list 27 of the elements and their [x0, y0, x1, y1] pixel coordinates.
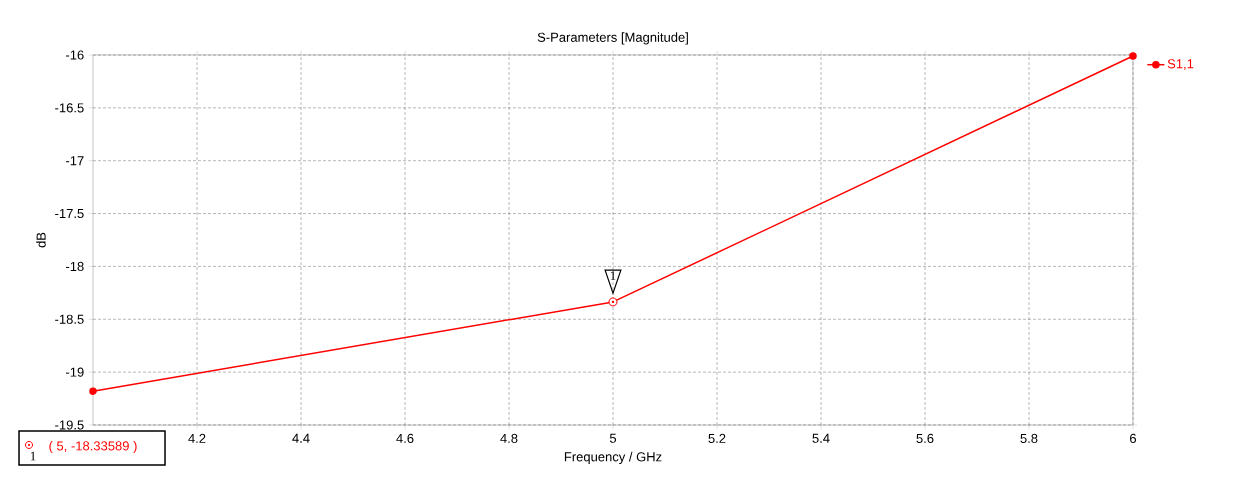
x-tick-label: 5.6 [916, 433, 934, 443]
x-tick-label: 4.6 [396, 433, 414, 443]
y-tick-label: -19 [66, 367, 84, 377]
x-tick-label: 4.8 [500, 433, 518, 443]
chart-title: S-Parameters [Magnitude] [537, 32, 688, 45]
text: 1 [30, 451, 36, 461]
x-tick-label: 4.2 [188, 433, 206, 443]
y-tick-label: -17.5 [55, 209, 84, 219]
x-tick-label: 5 [609, 433, 617, 443]
x-tick-label: 5.4 [812, 433, 830, 443]
y-tick-label: -18 [66, 261, 84, 272]
point [1129, 52, 1137, 60]
legend-label: S1,1 [1167, 59, 1194, 70]
x-tick-label: 5.2 [708, 433, 726, 443]
y-tick-label: -16.5 [55, 103, 84, 113]
x-axis-title: Frequency / GHz [564, 451, 662, 464]
y-tick-label: -19.5 [55, 420, 84, 430]
y-tick-label: -18.5 [55, 314, 84, 324]
y-axis-title: dB [36, 232, 46, 248]
y-tick-label: -17 [66, 156, 84, 166]
x-tick-label: 6 [1130, 433, 1137, 443]
x-tick-label: 5.8 [1020, 433, 1038, 443]
x-tick-label: 4.4 [292, 433, 310, 443]
y-tick-label: -16 [66, 50, 84, 60]
point [89, 387, 97, 395]
annotation: 1 [610, 271, 616, 280]
text: ( 5, -18.33589 ) [49, 440, 137, 454]
